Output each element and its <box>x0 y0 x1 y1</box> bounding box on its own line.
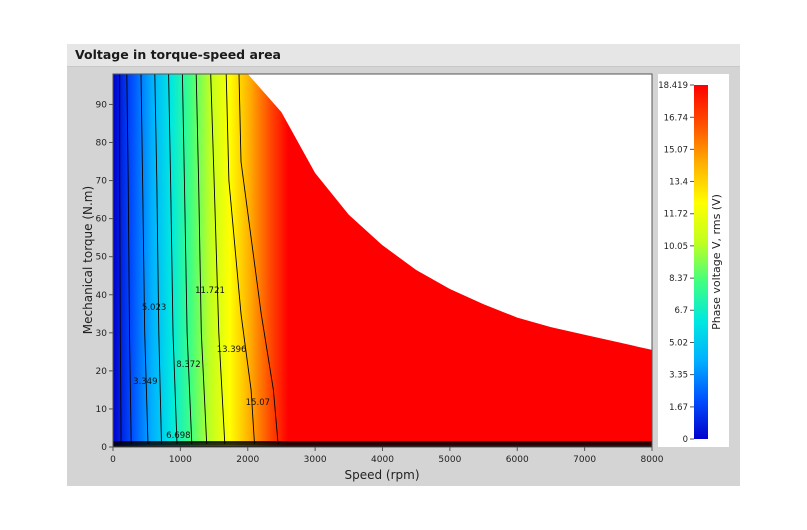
colorbar-tick-label: 1.67 <box>669 403 688 413</box>
panel-header: Voltage in torque-speed area <box>67 44 740 67</box>
y-tick-label: 90 <box>96 100 108 110</box>
contour-line <box>210 74 226 445</box>
colorbar-tick-label: 0 <box>683 435 688 445</box>
x-tick-label: 8000 <box>641 455 664 465</box>
x-tick-label: 5000 <box>438 455 461 465</box>
contour-line <box>140 74 149 445</box>
x-axis-label: Speed (rpm) <box>344 468 419 482</box>
colorbar-tick-label: 10.05 <box>664 242 688 252</box>
x-tick-label: 3000 <box>304 455 327 465</box>
heatmap-layer <box>113 74 652 447</box>
contour-label: 3.349 <box>133 377 157 387</box>
contour-line <box>168 74 178 445</box>
colorbar-tick-label: 16.74 <box>664 113 688 123</box>
colorbar <box>694 85 708 439</box>
contour-label: 5.023 <box>142 303 166 313</box>
colorbar-tick-label: 15.07 <box>664 145 688 155</box>
contour-line <box>238 74 279 445</box>
contour-label: 8.372 <box>176 360 200 370</box>
colorbar-tick-label: 5.02 <box>669 339 688 349</box>
x-tick-label: 2000 <box>236 455 259 465</box>
contour-label: 13.396 <box>217 345 247 355</box>
y-tick-label: 40 <box>96 291 108 301</box>
colorbar-panel <box>658 74 729 447</box>
colorbar-tick-label: 8.37 <box>669 274 688 284</box>
colorbar-ticks: 18.419 16.74 15.07 13.4 11.72 10.05 8.37 6.7 5.0… <box>658 81 694 445</box>
contour-label: 6.698 <box>166 431 190 441</box>
contour-layer: 3.349 5.023 8.372 11.721 13.396 15.07 6.698 <box>119 74 279 445</box>
y-tick-label: 80 <box>96 139 108 149</box>
colorbar-tick-label: 18.419 <box>658 81 688 91</box>
colorbar-tick-label: 6.7 <box>674 306 688 316</box>
x-tick-label: 0 <box>110 455 116 465</box>
y-axis-ticks: 0 10 20 30 40 50 60 70 80 90 <box>96 100 113 453</box>
y-axis-label: Mechanical torque (N.m) <box>81 186 95 334</box>
y-tick-label: 10 <box>96 405 108 415</box>
contour-line <box>225 74 255 445</box>
contour-label: 11.721 <box>195 286 225 296</box>
y-tick-label: 50 <box>96 253 108 263</box>
contour-line <box>119 74 122 445</box>
colorbar-tick-label: 11.72 <box>664 210 688 220</box>
contour-line <box>126 74 132 445</box>
y-tick-label: 70 <box>96 177 108 187</box>
x-axis-ticks: 0 1000 2000 3000 4000 5000 6000 7000 8000 <box>110 447 664 465</box>
chart-title: Voltage in torque-speed area <box>75 47 281 62</box>
y-tick-label: 20 <box>96 367 108 377</box>
torque-speed-region <box>113 74 652 447</box>
contour-line <box>195 74 208 445</box>
y-tick-label: 30 <box>96 329 108 339</box>
contour-line <box>154 74 162 445</box>
contour-label: 15.07 <box>246 398 270 408</box>
y-tick-label: 60 <box>96 215 108 225</box>
colorbar-label: Phase voltage V, rms (V) <box>710 194 723 330</box>
colorbar-tick-label: 3.35 <box>669 371 688 381</box>
contour-line <box>181 74 193 445</box>
colorbar-tick-label: 13.4 <box>669 177 688 187</box>
x-tick-label: 6000 <box>506 455 529 465</box>
y-tick-label: 0 <box>101 443 107 453</box>
x-tick-label: 1000 <box>169 455 192 465</box>
x-tick-label: 4000 <box>371 455 394 465</box>
x-tick-label: 7000 <box>573 455 596 465</box>
